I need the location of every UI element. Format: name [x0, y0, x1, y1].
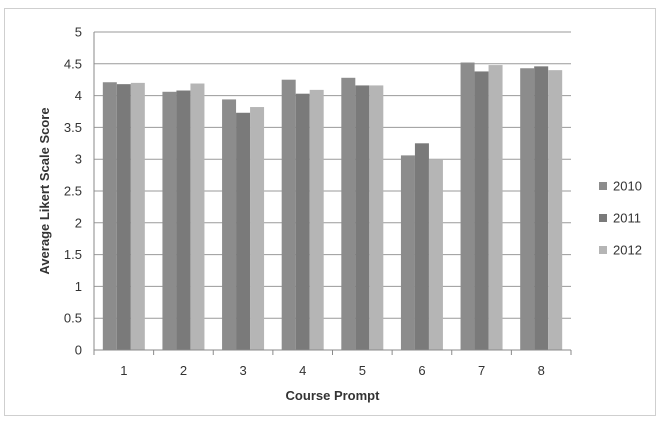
x-tick-label: 2 [180, 363, 187, 378]
y-tick-label: 2.5 [64, 184, 82, 199]
x-tick-label: 8 [538, 363, 545, 378]
axes [93, 32, 572, 355]
bar-2011-prompt-8 [534, 66, 549, 351]
bar-2012-prompt-6 [428, 159, 443, 350]
y-tick-label: 1.5 [64, 247, 82, 262]
y-tick-labels: 0 0.5 1 1.5 2 2.5 3 3.5 4 4.5 5 [64, 25, 82, 358]
x-tick-label: 5 [359, 363, 366, 378]
bar-2011-prompt-6 [414, 143, 429, 350]
bar-2012-prompt-2 [190, 83, 205, 351]
bar-2010-prompt-8 [520, 68, 535, 350]
legend-swatch-2010 [599, 182, 607, 190]
bar-2012-prompt-7 [488, 65, 503, 351]
bar-2010-prompt-5 [341, 77, 356, 351]
legend-swatch-2011 [599, 214, 607, 222]
bar-2012-prompt-4 [309, 89, 324, 350]
bar-2010-prompt-1 [102, 82, 117, 350]
x-axis-title: Course Prompt [286, 388, 381, 403]
bar-2011-prompt-2 [176, 90, 191, 351]
x-tick-labels: 1 2 3 4 5 6 7 8 [120, 363, 545, 378]
bar-2010-prompt-3 [222, 99, 237, 350]
x-tick-label: 1 [120, 363, 127, 378]
bars [102, 62, 563, 351]
legend-label-2012: 2012 [613, 243, 642, 258]
y-tick-label: 2 [75, 215, 82, 230]
bar-2012-prompt-8 [548, 70, 563, 350]
y-tick-label: 4.5 [64, 56, 82, 71]
x-tick-label: 7 [478, 363, 485, 378]
legend-label-2011: 2011 [613, 211, 641, 226]
legend: 2010 2011 2012 [599, 179, 642, 258]
bar-2010-prompt-2 [162, 91, 177, 350]
y-tick-label: 5 [75, 25, 82, 40]
bar-2010-prompt-4 [281, 79, 296, 350]
x-tick-label: 6 [418, 363, 425, 378]
bar-2011-prompt-1 [116, 84, 131, 350]
y-tick-label: 1 [75, 279, 82, 294]
y-tick-label: 3 [75, 152, 82, 167]
x-tick-label: 3 [239, 363, 246, 378]
x-tick-label: 4 [299, 363, 306, 378]
bar-2011-prompt-7 [474, 71, 489, 350]
bar-2011-prompt-5 [355, 85, 370, 350]
legend-label-2010: 2010 [613, 179, 642, 194]
y-tick-label: 3.5 [64, 120, 82, 135]
y-tick-label: 0.5 [64, 311, 82, 326]
bar-2011-prompt-4 [295, 93, 310, 350]
y-axis-title: Average Likert Scale Score [37, 107, 52, 274]
y-tick-label: 4 [75, 88, 82, 103]
bar-2012-prompt-3 [250, 107, 265, 350]
y-tick-label: 0 [75, 343, 82, 358]
bar-2011-prompt-3 [236, 112, 251, 350]
bar-2010-prompt-7 [460, 62, 475, 350]
bar-2012-prompt-1 [130, 82, 145, 350]
bar-2012-prompt-5 [369, 85, 384, 350]
legend-swatch-2012 [599, 246, 607, 254]
bar-2010-prompt-6 [400, 155, 415, 350]
